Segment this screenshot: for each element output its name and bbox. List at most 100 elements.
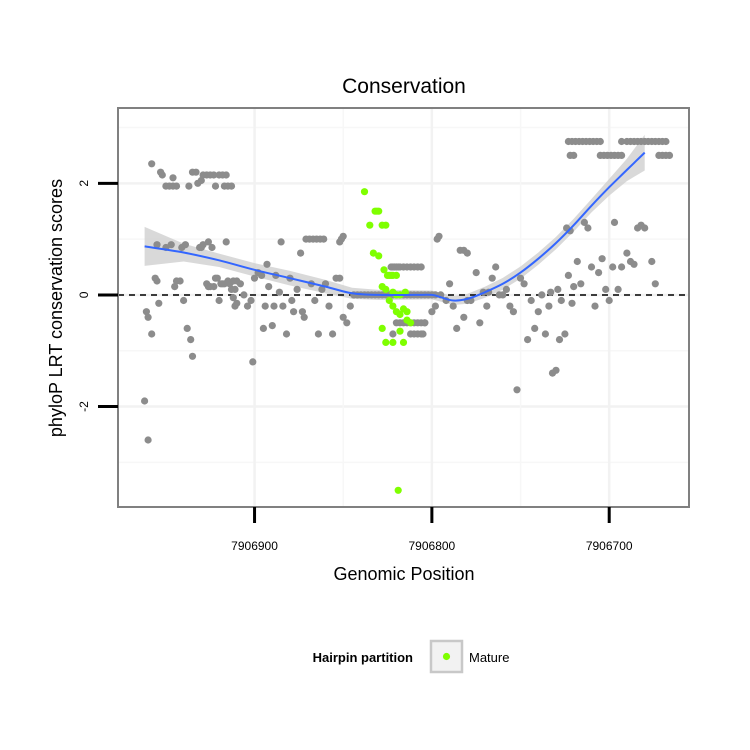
data-point [343, 319, 351, 327]
data-point [277, 238, 285, 246]
data-point [144, 436, 152, 444]
data-point [557, 296, 565, 305]
data-point-mature [382, 338, 390, 346]
data-point [460, 313, 468, 321]
data-point [297, 249, 305, 257]
data-point [587, 263, 596, 271]
data-point [641, 224, 649, 232]
data-point [167, 241, 175, 249]
x-tick-label: 7906800 [409, 539, 456, 553]
data-point [197, 176, 205, 185]
data-point [298, 308, 306, 316]
data-point [435, 232, 443, 240]
data-point [538, 291, 546, 299]
data-point [243, 302, 252, 310]
data-point [185, 182, 193, 190]
data-point [564, 271, 573, 279]
data-point [595, 269, 603, 277]
data-point [210, 171, 218, 179]
data-point [158, 171, 166, 179]
data-point [233, 299, 241, 307]
data-point [513, 386, 521, 394]
data-point [552, 366, 560, 374]
data-point [142, 308, 150, 316]
data-point [151, 274, 159, 282]
data-point [609, 263, 617, 271]
x-tick-label: 7906700 [586, 539, 633, 553]
data-point [502, 285, 510, 293]
data-point [665, 151, 674, 159]
data-point [591, 302, 599, 310]
data-point [290, 308, 298, 316]
data-point [417, 263, 425, 271]
data-point [176, 277, 184, 285]
data-point [258, 271, 266, 279]
data-point [240, 291, 248, 299]
data-point [527, 296, 535, 305]
data-point-mature [392, 271, 400, 279]
data-point [169, 174, 177, 182]
data-point [428, 308, 436, 316]
data-point [192, 168, 200, 176]
y-axis: -2 0 2 [77, 180, 118, 412]
y-tick-label: 2 [77, 180, 91, 187]
data-point [236, 280, 244, 288]
data-point-mature [399, 338, 408, 346]
data-point [325, 302, 333, 310]
data-point [268, 322, 276, 330]
data-point [282, 330, 291, 338]
data-point [389, 330, 397, 338]
data-point [249, 358, 257, 366]
data-point-mature [369, 249, 377, 257]
data-point [568, 299, 576, 307]
data-point [541, 330, 550, 338]
data-point [651, 280, 659, 288]
data-point [531, 324, 539, 332]
data-point [275, 288, 283, 296]
data-point [141, 397, 149, 405]
data-point [648, 257, 656, 266]
legend-label-mature: Mature [469, 650, 509, 665]
data-point-mature [366, 221, 374, 229]
data-point [215, 296, 223, 305]
data-point [449, 302, 457, 310]
data-point [577, 280, 585, 288]
points-mature [360, 188, 415, 494]
data-point [187, 336, 195, 344]
data-point [524, 336, 532, 344]
data-point [229, 294, 237, 302]
data-point [630, 260, 638, 268]
data-point-mature [360, 188, 369, 196]
plot-panel [117, 107, 690, 508]
data-point [623, 249, 631, 257]
y-axis-label: phyloP LRT conservation scores [46, 179, 66, 437]
x-axis-label: Genomic Position [333, 564, 474, 584]
data-point [431, 302, 439, 310]
data-point [180, 296, 188, 305]
data-point [222, 238, 230, 246]
data-point [488, 274, 496, 282]
data-point [421, 319, 429, 327]
data-point [534, 308, 542, 316]
data-point [153, 241, 161, 249]
data-point-mature [380, 266, 388, 274]
data-point-mature [375, 207, 383, 215]
data-point-mature [403, 316, 411, 324]
data-point [483, 302, 491, 310]
data-point [250, 274, 259, 282]
chart-title: Conservation [342, 75, 466, 98]
data-point [610, 218, 619, 226]
data-point-mature [394, 486, 402, 494]
data-point [144, 313, 152, 321]
data-point [263, 260, 271, 268]
legend-title: Hairpin partition [313, 650, 413, 665]
data-point-mature [396, 327, 404, 335]
x-axis: 7906900 7906800 7906700 [231, 507, 633, 553]
data-point [259, 324, 267, 332]
data-point [555, 336, 564, 344]
data-point [614, 285, 622, 293]
data-point [329, 330, 337, 338]
data-point [446, 280, 454, 288]
data-point [520, 280, 528, 288]
data-point [554, 285, 562, 293]
